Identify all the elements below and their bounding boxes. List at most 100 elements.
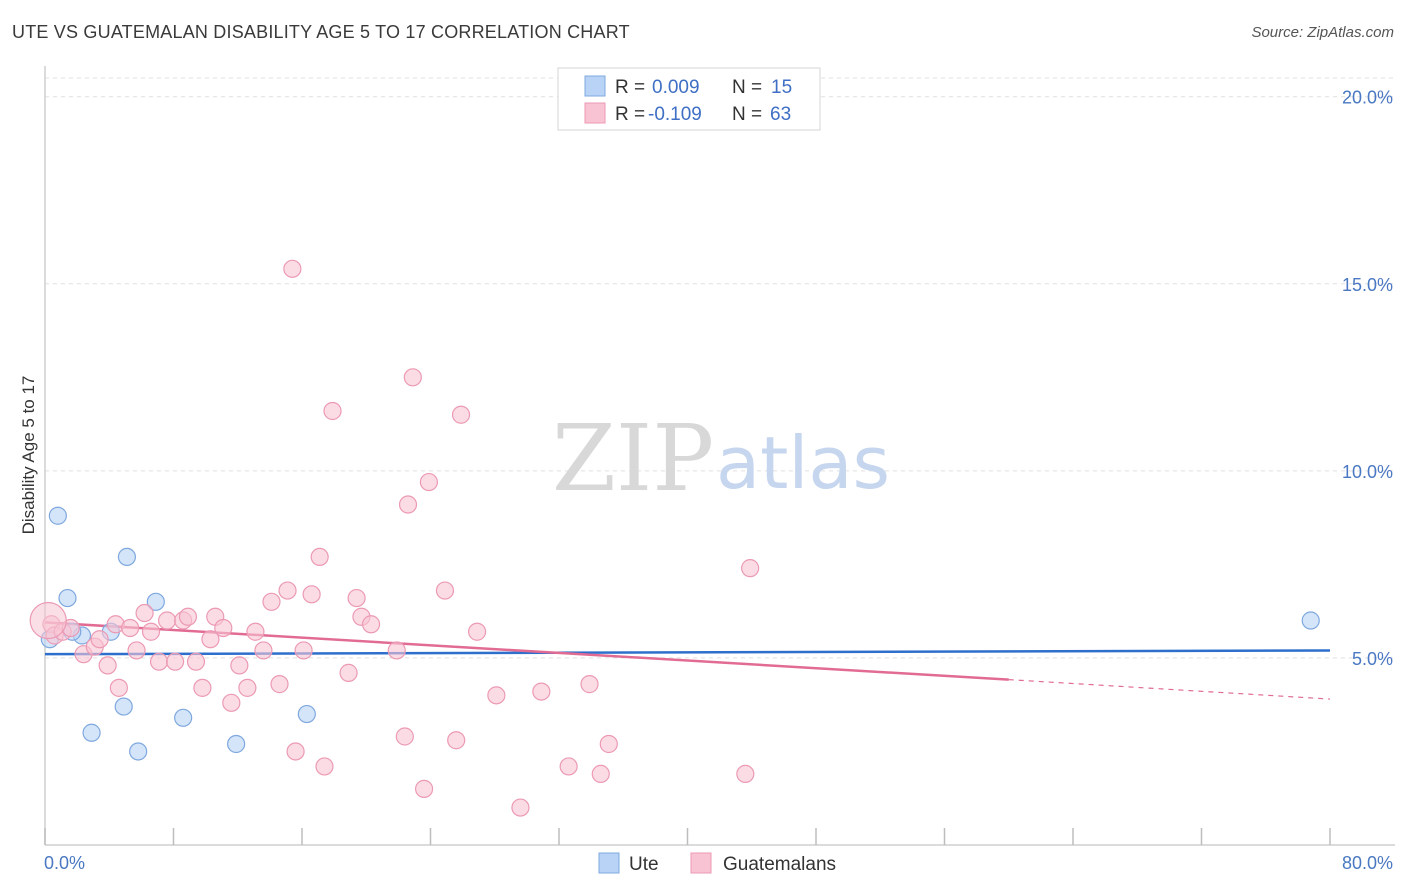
- point-guatemalans-49: [435, 581, 455, 600]
- legend-n-value-guatemalans: 63: [770, 104, 791, 125]
- chart-title: UTE VS GUATEMALAN DISABILITY AGE 5 TO 17…: [12, 22, 630, 42]
- point-guatemalans-38: [323, 401, 342, 421]
- point-guatemalans-59: [599, 734, 618, 754]
- point-ute-1: [48, 506, 67, 525]
- watermark-atlas: atlas: [716, 421, 890, 505]
- point-guatemalans-11: [127, 641, 146, 660]
- bottom-legend-swatch-guatemalans: [690, 852, 712, 874]
- point-guatemalans-57: [580, 675, 599, 694]
- legend-r-value-ute: 0.009: [652, 77, 700, 98]
- bottom-legend-swatch-ute: [598, 852, 620, 874]
- point-guatemalans-28: [254, 641, 273, 660]
- y-tick-labels: 5.0% 10.0% 15.0% 20.0%: [1342, 88, 1393, 669]
- x-tick-label-0: 0.0%: [44, 853, 85, 873]
- point-guatemalans-62: [29, 601, 67, 640]
- legend-r-value-guatemalans: -0.109: [648, 104, 702, 125]
- point-guatemalans-13: [141, 622, 161, 641]
- point-ute-4: [82, 723, 101, 742]
- point-guatemalans-61: [741, 559, 760, 578]
- point-ute-11: [227, 734, 246, 754]
- point-ute-8: [129, 742, 148, 761]
- point-guatemalans-56: [559, 757, 578, 776]
- data-points: [29, 259, 1320, 817]
- point-ute-13: [1301, 611, 1320, 630]
- point-guatemalans-37: [315, 757, 334, 776]
- point-guatemalans-53: [487, 686, 506, 705]
- point-guatemalans-19: [186, 652, 206, 671]
- trend-line-guatemalans-extension: [1008, 679, 1331, 700]
- x-tick-label-1: 80.0%: [1342, 853, 1393, 873]
- correlation-legend: R = 0.009 N = 15 R = -0.109 N = 63: [557, 67, 821, 131]
- legend-r-label-guatemalans: R =: [615, 104, 645, 125]
- point-guatemalans-46: [403, 368, 422, 387]
- gridlines: [45, 77, 1395, 659]
- point-guatemalans-36: [310, 547, 329, 567]
- point-guatemalans-12: [135, 603, 154, 623]
- point-guatemalans-35: [302, 585, 321, 604]
- point-guatemalans-20: [193, 678, 212, 697]
- y-tick-label-0: 5.0%: [1352, 649, 1393, 669]
- point-guatemalans-27: [246, 622, 265, 641]
- legend-swatch-guatemalans: [584, 102, 606, 124]
- point-guatemalans-32: [283, 259, 302, 278]
- legend-r-label-ute: R =: [615, 77, 645, 98]
- point-guatemalans-6: [90, 630, 109, 649]
- point-ute-6: [114, 697, 133, 716]
- point-guatemalans-26: [238, 678, 257, 697]
- y-tick-label-1: 10.0%: [1342, 462, 1393, 482]
- point-guatemalans-39: [339, 663, 358, 682]
- point-ute-12: [297, 704, 316, 724]
- point-ute-10: [174, 708, 193, 727]
- point-guatemalans-33: [286, 742, 305, 761]
- point-ute-7: [117, 547, 137, 567]
- point-guatemalans-15: [157, 611, 177, 630]
- point-guatemalans-43: [387, 641, 406, 660]
- source-label: Source: ZipAtlas.com: [1251, 24, 1394, 41]
- legend-n-label-guatemalans: N =: [732, 104, 762, 125]
- point-guatemalans-55: [532, 682, 551, 701]
- y-tick-label-3: 20.0%: [1342, 88, 1393, 108]
- point-guatemalans-30: [270, 675, 289, 694]
- point-guatemalans-58: [591, 764, 610, 784]
- series-legend: Ute Guatemalans: [598, 852, 836, 875]
- point-guatemalans-44: [395, 727, 414, 746]
- point-guatemalans-7: [98, 656, 117, 675]
- y-tick-label-2: 15.0%: [1342, 275, 1393, 295]
- point-guatemalans-60: [736, 764, 755, 784]
- trend-line-ute: [44, 649, 1331, 656]
- point-guatemalans-51: [451, 405, 471, 424]
- point-guatemalans-16: [166, 652, 185, 671]
- point-guatemalans-25: [230, 656, 249, 675]
- point-guatemalans-29: [262, 592, 281, 611]
- point-guatemalans-42: [361, 615, 381, 634]
- point-guatemalans-50: [447, 731, 466, 750]
- point-guatemalans-21: [201, 630, 220, 649]
- point-guatemalans-23: [214, 618, 233, 638]
- point-guatemalans-14: [149, 652, 169, 671]
- point-guatemalans-10: [121, 618, 140, 638]
- point-guatemalans-34: [294, 641, 313, 660]
- watermark: ZIP atlas: [552, 405, 890, 512]
- point-guatemalans-8: [109, 678, 128, 697]
- legend-n-value-ute: 15: [771, 77, 792, 98]
- point-guatemalans-40: [347, 588, 366, 608]
- point-guatemalans-31: [278, 581, 297, 600]
- x-tick-labels: 0.0% 80.0%: [44, 853, 1393, 873]
- point-guatemalans-54: [511, 798, 530, 817]
- point-guatemalans-47: [419, 472, 438, 492]
- bottom-legend-label-guatemalans: Guatemalans: [723, 854, 836, 875]
- point-ute-9: [146, 592, 165, 611]
- y-axis-label: Disability Age 5 to 17: [19, 376, 38, 535]
- legend-n-label-ute: N =: [732, 77, 762, 98]
- point-ute-2: [58, 588, 77, 608]
- point-guatemalans-52: [467, 622, 487, 641]
- axes: [44, 66, 1395, 846]
- point-guatemalans-48: [414, 779, 434, 798]
- point-guatemalans-45: [398, 495, 418, 514]
- legend-swatch-ute: [584, 75, 606, 97]
- point-guatemalans-24: [222, 693, 241, 712]
- point-guatemalans-18: [178, 607, 198, 626]
- bottom-legend-label-ute: Ute: [629, 854, 659, 875]
- watermark-zip: ZIP: [552, 405, 714, 512]
